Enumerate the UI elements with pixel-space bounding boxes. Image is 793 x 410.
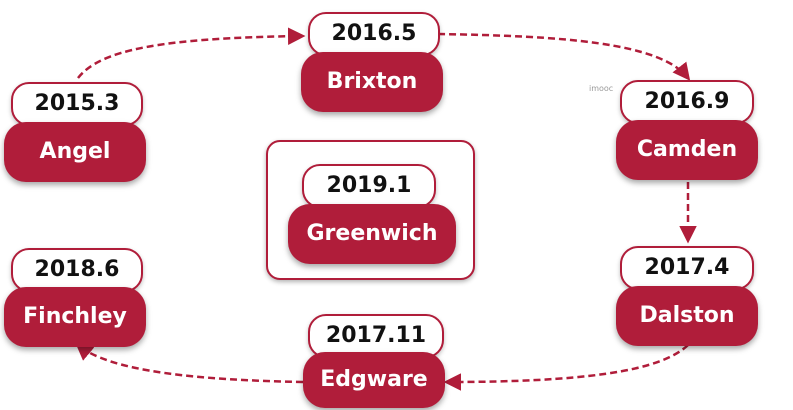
greenwich-date: 2019.1 (302, 164, 436, 208)
brixton-date: 2016.5 (308, 12, 440, 56)
edgware-label: Edgware (303, 352, 445, 408)
angel-label: Angel (4, 122, 146, 182)
dalston-date: 2017.4 (620, 246, 754, 290)
arrow-edgware-to-finchley (75, 342, 304, 384)
dalston-label: Dalston (616, 286, 758, 346)
finchley-label: Finchley (4, 287, 146, 347)
camden-date: 2016.9 (620, 80, 754, 124)
angel-date: 2015.3 (11, 82, 143, 126)
arrow-angel-to-brixton (77, 27, 306, 79)
finchley-date: 2018.6 (11, 248, 143, 292)
brixton-label: Brixton (301, 52, 443, 112)
greenwich-label: Greenwich (288, 204, 456, 264)
arrow-brixton-to-camden (437, 32, 691, 81)
camden-label: Camden (616, 120, 758, 180)
arrow-dalston-to-edgware (443, 344, 689, 391)
watermark-text: imooc (589, 84, 614, 93)
